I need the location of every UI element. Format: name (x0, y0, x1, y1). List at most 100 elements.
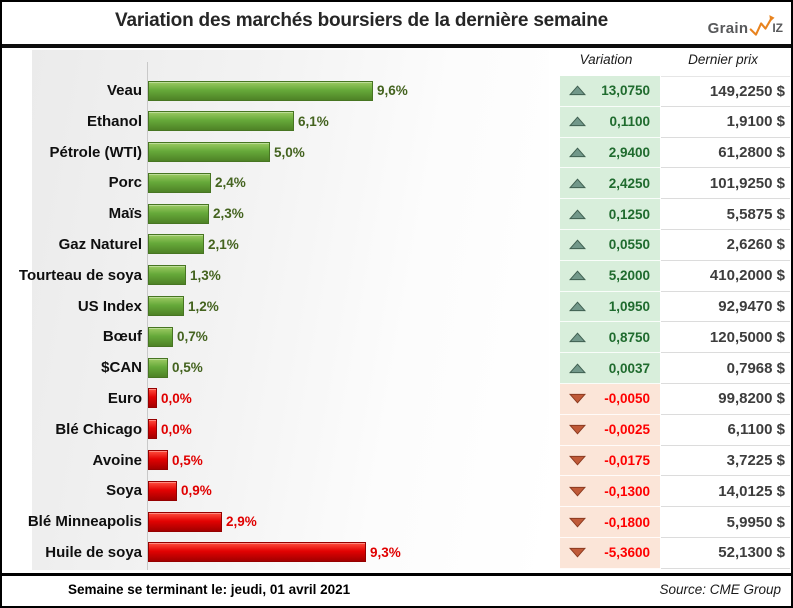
last-price-cell: 3,7225 $ (661, 445, 790, 477)
last-price-value: 2,6260 $ (726, 236, 785, 254)
positive-bar (148, 265, 186, 286)
bar-value-label: 0,7% (177, 329, 208, 345)
triangle-up-icon (569, 178, 586, 188)
bar-value-label: 9,3% (370, 544, 401, 560)
bar-value-label: 9,6% (377, 83, 408, 98)
last-price-value: 1,9100 $ (726, 113, 785, 131)
variation-value: 13,0750 (601, 83, 650, 99)
triangle-up-icon (569, 270, 586, 281)
last-price-value: 0,7968 $ (726, 359, 785, 377)
category-label: Porc (108, 174, 142, 192)
variation-value: 0,1100 (609, 114, 650, 130)
variation-cell: -5,3600 (560, 537, 660, 569)
triangle-up-icon (569, 85, 586, 96)
source-label: Source: CME Group (659, 582, 781, 597)
last-price-cell: 1,9100 $ (661, 106, 790, 138)
variation-cell: 13,0750 (560, 76, 660, 107)
variation-value: -0,1300 (604, 483, 650, 499)
category-label: Avoine (92, 451, 142, 469)
logo-text-right: IZ (772, 21, 783, 35)
positive-bar (148, 203, 209, 224)
triangle-up-icon (569, 301, 586, 312)
last-price-cell: 149,2250 $ (661, 76, 790, 107)
last-price-cell: 61,2800 $ (661, 137, 790, 169)
last-price-cell: 92,9470 $ (661, 291, 790, 323)
triangle-down-icon (569, 455, 586, 466)
triangle-down-icon (569, 517, 586, 528)
variation-cell: -0,0025 (560, 414, 660, 446)
variation-cell: -0,1800 (560, 507, 660, 538)
triangle-up-icon (569, 239, 586, 250)
positive-bar (148, 80, 373, 101)
last-price-value: 5,9950 $ (726, 513, 785, 531)
last-price-value: 6,1100 $ (727, 421, 785, 439)
category-label: $CAN (101, 359, 142, 377)
last-price-cell: 0,7968 $ (661, 353, 790, 384)
variation-value: 5,2000 (608, 268, 650, 284)
variation-cell: 0,0037 (560, 353, 660, 384)
positive-bar (148, 326, 173, 347)
triangle-up-icon (569, 116, 586, 127)
triangle-up-icon (569, 363, 586, 373)
bar-value-label: 0,0% (161, 390, 192, 406)
category-label: Gaz Naturel (58, 235, 142, 253)
chart-row: US Index 1,2% 1,0950 92,9470 $ (2, 291, 791, 323)
bar-value-label: 6,1% (298, 113, 329, 129)
bar-value-label: 1,3% (190, 267, 221, 283)
last-price-cell: 99,8200 $ (661, 383, 790, 415)
triangle-down-icon (569, 548, 586, 558)
triangle-up-icon (569, 209, 586, 219)
positive-bar (148, 357, 168, 378)
last-price-cell: 5,9950 $ (661, 507, 790, 538)
last-price-value: 120,5000 $ (709, 328, 785, 346)
bar-value-label: 2,9% (226, 514, 257, 530)
chart-table-rows: Veau 9,6% 13,0750 149,2250 $ Ethanol 6,1% 0,11… (2, 76, 791, 569)
negative-bar (148, 511, 222, 532)
last-price-cell: 52,1300 $ (661, 537, 790, 569)
chart-row: Tourteau de soya 1,3% 5,2000 410,2000 $ (2, 260, 791, 292)
bar-value-label: 0,5% (172, 452, 203, 468)
category-label: Maïs (108, 205, 142, 223)
chart-row: Veau 9,6% 13,0750 149,2250 $ (2, 76, 791, 107)
positive-bar (148, 172, 211, 193)
negative-bar (148, 419, 157, 440)
variation-value: -0,0050 (604, 391, 650, 407)
variation-cell: 5,2000 (560, 260, 660, 292)
last-price-cell: 14,0125 $ (661, 476, 790, 508)
variation-cell: 1,0950 (560, 291, 660, 323)
chart-row: Euro 0,0% -0,0050 99,8200 $ (2, 383, 791, 415)
last-price-value: 52,1300 $ (718, 544, 785, 562)
variation-value: -5,3600 (604, 545, 650, 561)
triangle-down-icon (569, 425, 586, 435)
last-price-cell: 101,9250 $ (661, 168, 790, 200)
last-price-cell: 2,6260 $ (661, 229, 790, 261)
last-price-value: 99,8200 $ (718, 390, 785, 408)
last-price-value: 149,2250 $ (709, 82, 785, 100)
category-label: Ethanol (87, 112, 142, 130)
chart-row: Ethanol 6,1% 0,1100 1,9100 $ (2, 106, 791, 138)
logo-zigzag-arrow-icon (750, 15, 775, 36)
variation-value: -0,1800 (604, 514, 650, 530)
chart-row: Pétrole (WTI) 5,0% 2,9400 61,2800 $ (2, 137, 791, 169)
bar-value-label: 0,0% (161, 421, 192, 437)
category-label: Soya (106, 482, 142, 500)
last-price-value: 92,9470 $ (718, 297, 785, 315)
variation-value: 0,1250 (608, 206, 650, 222)
bar-value-label: 0,9% (181, 483, 212, 499)
last-price-cell: 6,1100 $ (661, 414, 790, 446)
chart-row: Porc 2,4% 2,4250 101,9250 $ (2, 168, 791, 200)
negative-bar (148, 450, 168, 471)
chart-row: Bœuf 0,7% 0,8750 120,5000 $ (2, 322, 791, 354)
variation-value: 0,0550 (608, 237, 650, 253)
variation-value: -0,0025 (604, 422, 650, 438)
triangle-up-icon (569, 332, 586, 342)
bar-value-label: 5,0% (274, 144, 305, 160)
variation-cell: 2,9400 (560, 137, 660, 169)
category-label: Tourteau de soya (18, 266, 142, 284)
chart-row: Gaz Naturel 2,1% 0,0550 2,6260 $ (2, 229, 791, 261)
variation-cell: 0,8750 (560, 322, 660, 354)
chart-row: Soya 0,9% -0,1300 14,0125 $ (2, 476, 791, 508)
category-label: Veau (106, 82, 142, 99)
variation-cell: 0,1100 (560, 106, 660, 138)
variation-cell: -0,0050 (560, 383, 660, 415)
